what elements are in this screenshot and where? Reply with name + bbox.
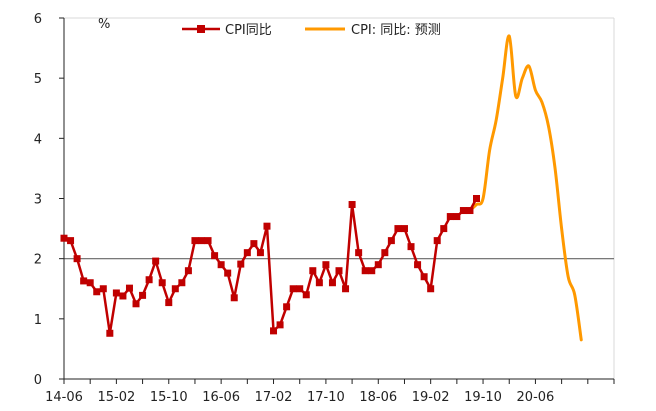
data-point-cpi	[165, 299, 173, 307]
data-point-cpi	[139, 291, 147, 299]
data-point-cpi	[440, 225, 448, 233]
data-point-cpi	[446, 213, 454, 221]
data-point-cpi	[276, 321, 284, 329]
data-point-cpi	[322, 261, 330, 269]
x-tick-label: 17-10	[307, 390, 345, 405]
data-point-cpi	[374, 261, 382, 269]
x-tick-label: 14-06	[45, 390, 83, 405]
legend-marker-cpi	[197, 25, 205, 33]
series-line-cpi	[62, 197, 478, 335]
series-line-forecast	[468, 34, 583, 342]
data-point-cpi	[414, 261, 422, 269]
data-point-cpi	[99, 285, 107, 293]
data-point-cpi	[211, 252, 219, 260]
plot-frame	[64, 17, 615, 379]
x-tick-label: 18-06	[359, 390, 397, 405]
data-point-cpi	[224, 269, 232, 277]
data-point-cpi	[433, 237, 441, 245]
x-axis: 14-06 15-02 15-10 16-06 17-02 17-10 18-06 19-02…	[45, 378, 615, 405]
data-point-cpi	[328, 279, 336, 287]
data-point-cpi	[80, 277, 88, 285]
data-point-cpi	[106, 329, 114, 337]
data-point-cpi	[466, 207, 474, 215]
data-point-cpi	[184, 267, 192, 275]
x-tick-label: 15-10	[150, 390, 188, 405]
data-point-cpi	[243, 249, 251, 257]
x-tick-label: 17-02	[255, 390, 293, 405]
data-point-cpi	[86, 279, 94, 287]
x-tick-label: 20-06	[517, 390, 555, 405]
data-point-cpi	[145, 276, 153, 284]
data-point-cpi	[315, 279, 323, 287]
data-point-cpi	[191, 237, 199, 245]
data-point-cpi	[342, 285, 350, 293]
data-point-cpi	[355, 249, 363, 257]
legend-label-cpi: CPI同比	[225, 23, 272, 38]
data-point-cpi	[73, 255, 81, 263]
data-point-cpi	[230, 294, 238, 302]
x-tick-label: 15-02	[97, 390, 135, 405]
data-point-cpi	[473, 195, 480, 202]
data-point-cpi	[119, 292, 127, 300]
data-point-cpi	[250, 240, 258, 248]
data-point-cpi	[283, 303, 291, 311]
data-point-cpi	[132, 300, 140, 308]
data-point-cpi	[335, 267, 343, 275]
legend: CPI同比 CPI: 同比: 预测	[182, 23, 441, 38]
data-point-cpi	[394, 225, 402, 233]
x-tick-label: 16-06	[202, 390, 240, 405]
unit-label: %	[98, 17, 110, 32]
data-point-cpi	[348, 201, 356, 209]
y-tick-label: 6	[34, 12, 42, 27]
data-point-cpi	[289, 285, 297, 293]
data-point-cpi	[427, 285, 435, 293]
data-point-cpi	[112, 289, 120, 297]
data-point-cpi	[387, 237, 395, 245]
data-point-cpi	[178, 279, 186, 287]
data-point-cpi	[309, 267, 317, 275]
y-tick-label: 5	[34, 72, 42, 87]
data-point-cpi	[407, 243, 415, 251]
data-point-cpi	[296, 285, 304, 293]
y-tick-label: 1	[34, 313, 42, 328]
y-axis: 0 1 2 3 4 5 6	[34, 12, 65, 388]
data-point-cpi	[459, 207, 467, 215]
data-point-cpi	[361, 267, 369, 275]
data-point-cpi	[158, 279, 166, 287]
data-point-cpi	[198, 237, 205, 245]
x-tick-label: 19-10	[464, 390, 502, 405]
data-point-cpi	[256, 249, 264, 257]
data-point-cpi	[302, 291, 310, 299]
data-point-cpi	[67, 237, 75, 245]
data-point-cpi	[60, 234, 68, 242]
data-point-cpi	[171, 285, 179, 293]
data-point-cpi	[152, 257, 160, 265]
data-point-cpi	[420, 273, 428, 281]
y-tick-label: 4	[34, 132, 42, 147]
data-point-cpi	[217, 261, 225, 269]
data-point-cpi	[93, 288, 101, 296]
data-point-cpi	[125, 284, 133, 292]
data-point-cpi	[237, 260, 245, 268]
legend-label-forecast: CPI: 同比: 预测	[351, 23, 441, 38]
y-tick-label: 0	[34, 373, 42, 388]
data-point-cpi	[204, 237, 212, 245]
series-group	[60, 34, 583, 342]
data-point-cpi	[453, 213, 461, 221]
data-point-cpi	[270, 327, 278, 335]
data-point-cpi	[368, 267, 376, 275]
data-point-cpi	[381, 249, 389, 257]
y-tick-label: 2	[34, 253, 42, 268]
data-point-cpi	[263, 222, 271, 230]
x-tick-label: 19-02	[412, 390, 450, 405]
data-point-cpi	[400, 225, 408, 233]
y-tick-label: 3	[34, 193, 42, 208]
